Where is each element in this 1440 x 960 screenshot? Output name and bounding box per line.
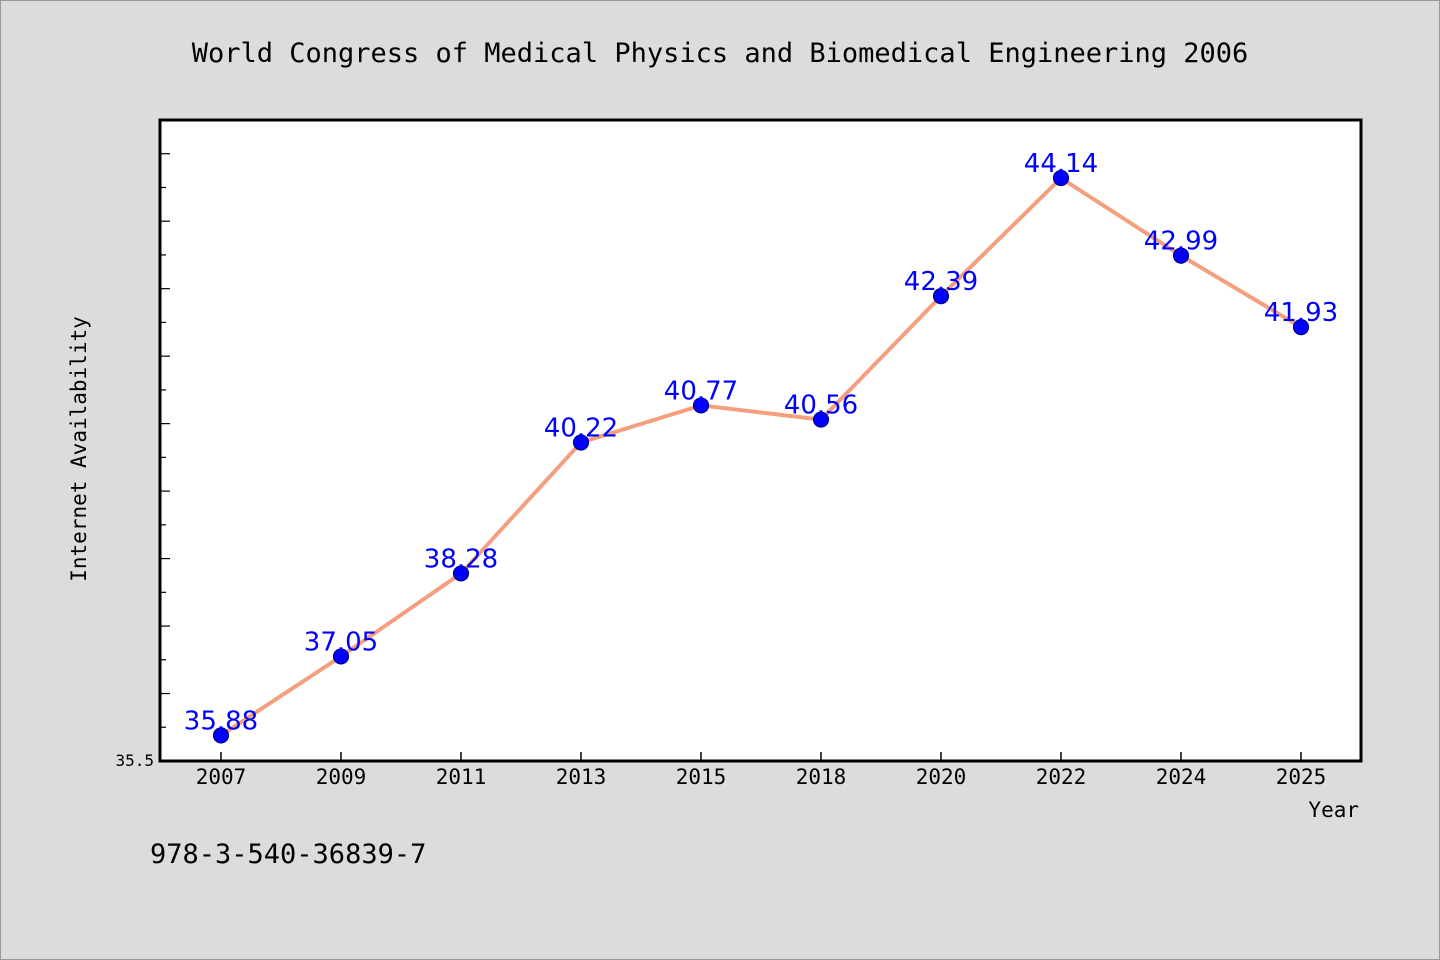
y-tick-label: 35.5 (115, 751, 154, 770)
x-axis-label: Year (1308, 798, 1359, 822)
x-tick-label: 2011 (436, 765, 487, 789)
plot-area (158, 118, 1363, 763)
data-point (452, 565, 470, 582)
data-label: 44.14 (1024, 149, 1098, 179)
data-label: 42.99 (1144, 227, 1218, 257)
data-point (692, 397, 710, 414)
isbn-text: 978-3-540-36839-7 (150, 839, 426, 870)
data-point (1172, 247, 1190, 264)
y-axis-ticks: 35.5 (115, 153, 170, 770)
data-label: 40.77 (664, 376, 738, 406)
marker-layer (212, 169, 1310, 744)
x-tick-label: 2015 (676, 765, 727, 789)
y-axis-label: Internet Availability (67, 316, 91, 582)
x-tick-label: 2024 (1156, 765, 1207, 789)
x-tick-label: 2007 (196, 765, 247, 789)
data-point (1052, 169, 1070, 187)
data-point (932, 288, 950, 305)
x-tick-label: 2020 (916, 765, 967, 789)
data-point (1292, 319, 1310, 336)
data-label-layer: 35.88 37.05 38.28 40.22 40.77 40.56 42.39 44.14… (184, 149, 1338, 736)
x-tick-label: 2025 (1276, 765, 1327, 789)
series-line-layer (219, 176, 1303, 738)
x-tick-label: 2013 (556, 765, 607, 789)
data-label: 40.56 (784, 391, 858, 421)
data-point (212, 727, 230, 744)
data-label: 38.28 (424, 544, 498, 574)
data-label: 37.05 (304, 627, 378, 657)
x-tick-label: 2018 (796, 765, 847, 789)
x-tick-label: 2009 (316, 765, 367, 789)
data-point (332, 648, 350, 665)
data-label: 40.22 (544, 414, 618, 444)
data-label: 35.88 (184, 706, 258, 736)
data-point (572, 434, 590, 451)
x-tick-label: 2022 (1036, 765, 1087, 789)
data-point (812, 411, 830, 428)
data-label: 41.93 (1264, 298, 1338, 328)
data-label: 42.39 (904, 267, 978, 297)
series-line (219, 176, 1303, 738)
x-axis-ticks: 2007 2009 2011 2013 2015 2018 2020 2022 2024 2025 (196, 752, 1327, 789)
chart-title: World Congress of Medical Physics and Bi… (192, 38, 1249, 69)
